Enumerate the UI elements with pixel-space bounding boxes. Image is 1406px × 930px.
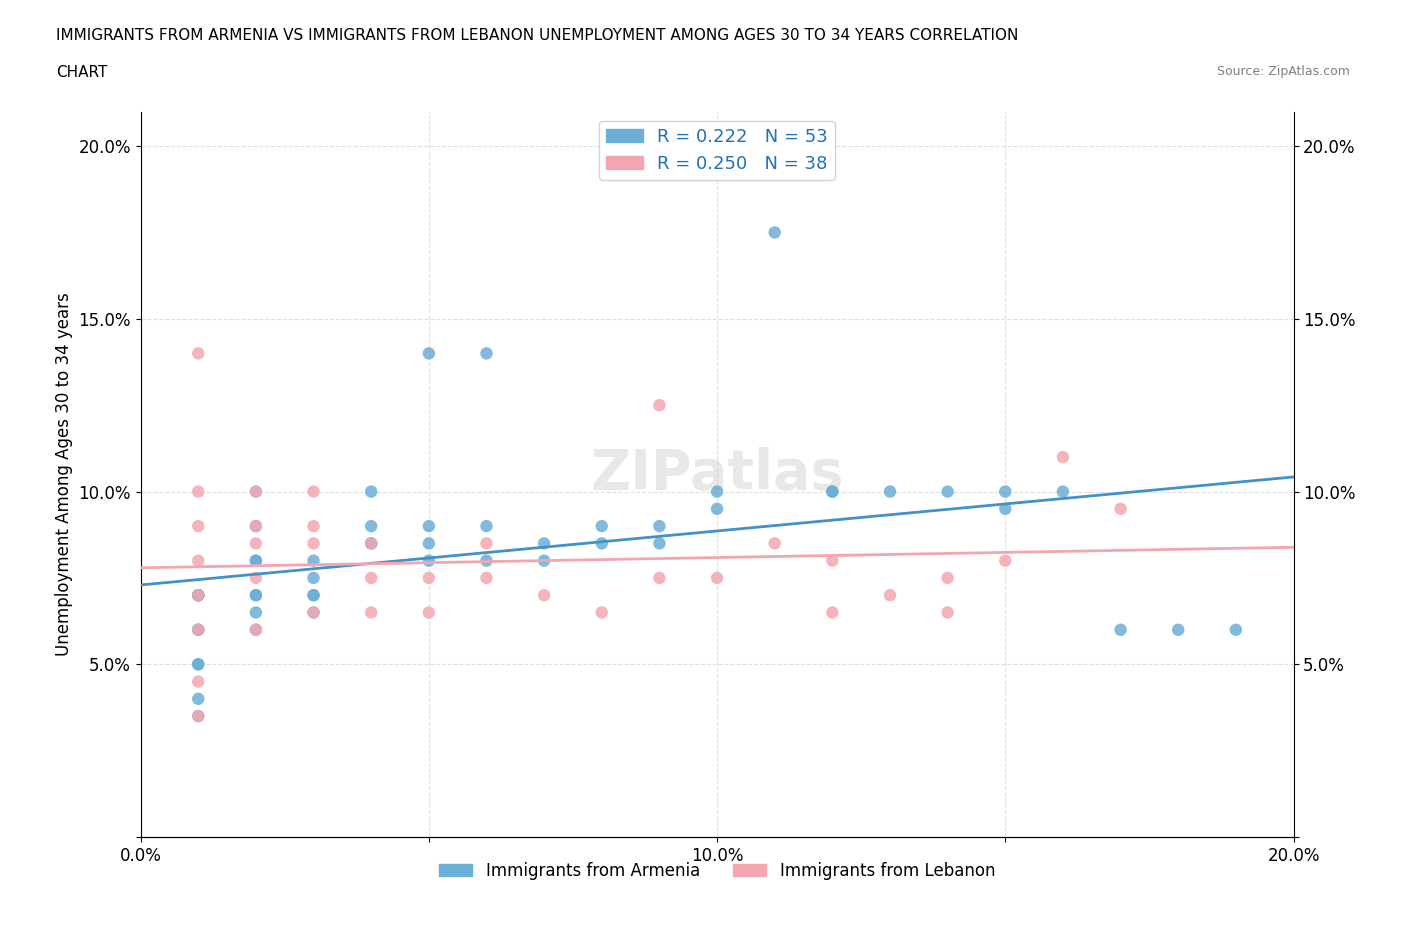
Point <box>475 346 498 361</box>
Point <box>187 657 209 671</box>
Point <box>418 519 440 534</box>
Point <box>360 485 382 499</box>
Point <box>245 622 267 637</box>
Text: ZIPatlas: ZIPatlas <box>591 447 844 501</box>
Point <box>1225 622 1247 637</box>
Point <box>245 622 267 637</box>
Point <box>1167 622 1189 637</box>
Point <box>187 674 209 689</box>
Point <box>187 485 209 499</box>
Point <box>187 622 209 637</box>
Point <box>418 553 440 568</box>
Point <box>936 605 959 620</box>
Point <box>245 605 267 620</box>
Point <box>418 605 440 620</box>
Point <box>1109 501 1132 516</box>
Point <box>245 553 267 568</box>
Point <box>475 570 498 585</box>
Point <box>706 570 728 585</box>
Point <box>187 588 209 603</box>
Point <box>187 709 209 724</box>
Point <box>591 519 613 534</box>
Y-axis label: Unemployment Among Ages 30 to 34 years: Unemployment Among Ages 30 to 34 years <box>55 292 73 657</box>
Point <box>187 588 209 603</box>
Text: IMMIGRANTS FROM ARMENIA VS IMMIGRANTS FROM LEBANON UNEMPLOYMENT AMONG AGES 30 TO: IMMIGRANTS FROM ARMENIA VS IMMIGRANTS FR… <box>56 28 1018 43</box>
Point <box>706 501 728 516</box>
Point <box>591 605 613 620</box>
Point <box>245 570 267 585</box>
Point <box>418 536 440 551</box>
Point <box>1052 485 1074 499</box>
Point <box>187 553 209 568</box>
Point <box>475 536 498 551</box>
Point <box>245 485 267 499</box>
Point <box>994 501 1017 516</box>
Point <box>821 605 844 620</box>
Point <box>245 519 267 534</box>
Point <box>187 346 209 361</box>
Point <box>821 485 844 499</box>
Point <box>187 588 209 603</box>
Point <box>648 519 671 534</box>
Point <box>187 588 209 603</box>
Point <box>187 622 209 637</box>
Text: Source: ZipAtlas.com: Source: ZipAtlas.com <box>1216 65 1350 78</box>
Point <box>1109 622 1132 637</box>
Point <box>245 485 267 499</box>
Point <box>994 485 1017 499</box>
Point <box>245 588 267 603</box>
Point <box>302 553 325 568</box>
Point <box>302 570 325 585</box>
Point <box>648 398 671 413</box>
Point <box>533 536 555 551</box>
Point <box>360 536 382 551</box>
Text: CHART: CHART <box>56 65 108 80</box>
Point <box>187 519 209 534</box>
Point <box>302 605 325 620</box>
Point <box>187 588 209 603</box>
Point <box>533 553 555 568</box>
Point <box>936 570 959 585</box>
Point <box>533 588 555 603</box>
Point <box>879 485 901 499</box>
Point <box>187 657 209 671</box>
Point <box>302 536 325 551</box>
Point <box>360 570 382 585</box>
Point <box>936 485 959 499</box>
Point <box>245 536 267 551</box>
Point <box>475 519 498 534</box>
Point <box>418 346 440 361</box>
Point <box>591 536 613 551</box>
Point <box>763 225 786 240</box>
Point <box>302 588 325 603</box>
Point <box>187 709 209 724</box>
Point <box>706 485 728 499</box>
Point <box>994 553 1017 568</box>
Point <box>418 570 440 585</box>
Point <box>302 588 325 603</box>
Point <box>187 622 209 637</box>
Point <box>648 536 671 551</box>
Point <box>1052 449 1074 464</box>
Point <box>475 553 498 568</box>
Point <box>648 570 671 585</box>
Point <box>360 519 382 534</box>
Point <box>245 519 267 534</box>
Point <box>302 485 325 499</box>
Point <box>879 588 901 603</box>
Point <box>360 536 382 551</box>
Point <box>360 536 382 551</box>
Point <box>245 553 267 568</box>
Point <box>302 519 325 534</box>
Point <box>821 485 844 499</box>
Point <box>360 605 382 620</box>
Point <box>302 605 325 620</box>
Legend: Immigrants from Armenia, Immigrants from Lebanon: Immigrants from Armenia, Immigrants from… <box>432 856 1002 886</box>
Point <box>763 536 786 551</box>
Point <box>821 553 844 568</box>
Point <box>245 588 267 603</box>
Point <box>187 691 209 706</box>
